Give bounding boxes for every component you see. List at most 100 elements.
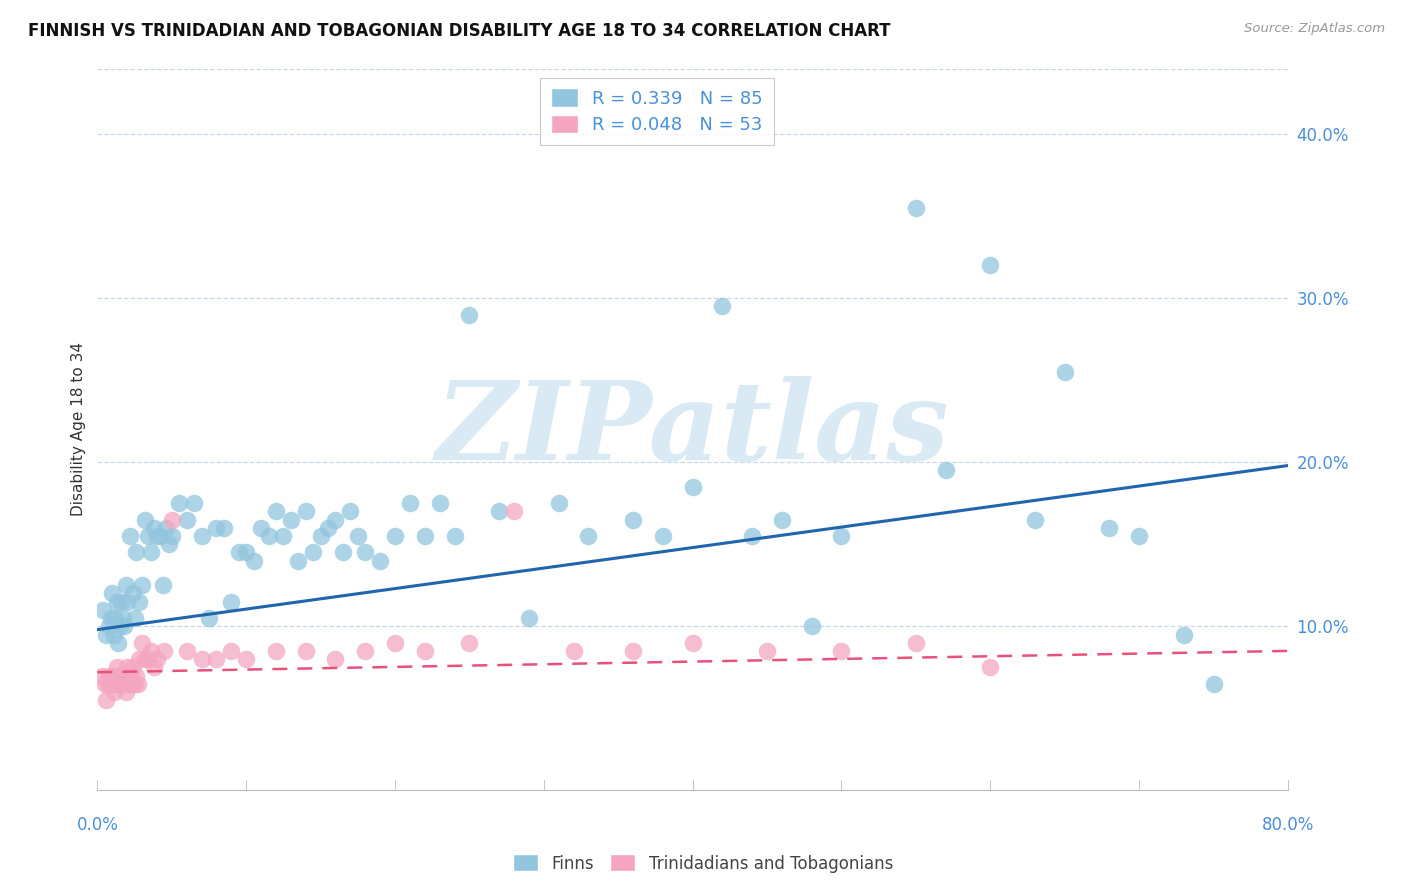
Point xyxy=(149,529,172,543)
Point xyxy=(136,652,159,666)
Point xyxy=(176,644,198,658)
Point xyxy=(107,668,129,682)
Point xyxy=(517,611,540,625)
Point xyxy=(979,259,1001,273)
Point xyxy=(212,521,235,535)
Point xyxy=(117,677,139,691)
Point xyxy=(110,595,132,609)
Point xyxy=(770,513,793,527)
Point xyxy=(125,545,148,559)
Point xyxy=(157,537,180,551)
Text: 80.0%: 80.0% xyxy=(1261,815,1315,834)
Point xyxy=(91,603,114,617)
Point xyxy=(100,677,122,691)
Point xyxy=(316,521,339,535)
Point xyxy=(190,529,212,543)
Point xyxy=(139,545,162,559)
Point xyxy=(111,611,134,625)
Point xyxy=(1098,521,1121,535)
Point xyxy=(111,668,134,682)
Point xyxy=(228,545,250,559)
Point xyxy=(325,652,347,666)
Point xyxy=(101,668,124,682)
Point xyxy=(105,660,128,674)
Point xyxy=(257,529,280,543)
Point xyxy=(221,595,243,609)
Point xyxy=(125,668,148,682)
Point xyxy=(136,529,159,543)
Point xyxy=(104,611,127,625)
Point xyxy=(1053,365,1076,379)
Point xyxy=(1024,513,1046,527)
Text: 0.0%: 0.0% xyxy=(76,815,118,834)
Point xyxy=(294,644,316,658)
Point xyxy=(242,554,264,568)
Point xyxy=(904,636,927,650)
Point xyxy=(115,595,138,609)
Point xyxy=(160,529,183,543)
Point xyxy=(155,521,177,535)
Point xyxy=(682,636,704,650)
Point xyxy=(108,619,131,633)
Point xyxy=(741,529,763,543)
Point xyxy=(190,652,212,666)
Point xyxy=(302,545,325,559)
Point xyxy=(152,578,174,592)
Point xyxy=(578,529,600,543)
Text: FINNISH VS TRINIDADIAN AND TOBAGONIAN DISABILITY AGE 18 TO 34 CORRELATION CHART: FINNISH VS TRINIDADIAN AND TOBAGONIAN DI… xyxy=(28,22,890,40)
Point xyxy=(160,513,183,527)
Point xyxy=(458,636,481,650)
Point xyxy=(904,201,927,215)
Point xyxy=(134,652,156,666)
Point xyxy=(90,668,112,682)
Point xyxy=(221,644,243,658)
Point xyxy=(1202,677,1225,691)
Point xyxy=(110,677,132,691)
Point xyxy=(104,677,127,691)
Point xyxy=(114,685,136,699)
Point xyxy=(325,513,347,527)
Point xyxy=(935,463,957,477)
Point xyxy=(1128,529,1150,543)
Legend: Finns, Trinidadians and Tobagonians: Finns, Trinidadians and Tobagonians xyxy=(506,847,900,880)
Point xyxy=(122,586,145,600)
Point xyxy=(235,652,257,666)
Point xyxy=(413,644,436,658)
Point xyxy=(354,545,377,559)
Point xyxy=(979,660,1001,674)
Point xyxy=(711,299,734,313)
Point xyxy=(831,644,853,658)
Point xyxy=(146,529,169,543)
Point xyxy=(384,529,406,543)
Point xyxy=(429,496,451,510)
Point xyxy=(108,677,131,691)
Point xyxy=(651,529,673,543)
Text: Source: ZipAtlas.com: Source: ZipAtlas.com xyxy=(1244,22,1385,36)
Point xyxy=(264,504,287,518)
Point xyxy=(368,554,391,568)
Point xyxy=(458,308,481,322)
Point xyxy=(621,644,644,658)
Point xyxy=(354,644,377,658)
Point xyxy=(122,660,145,674)
Point xyxy=(264,644,287,658)
Point xyxy=(124,611,146,625)
Point xyxy=(309,529,332,543)
Point xyxy=(756,644,779,658)
Y-axis label: Disability Age 18 to 34: Disability Age 18 to 34 xyxy=(72,343,86,516)
Point xyxy=(96,627,118,641)
Point xyxy=(121,677,143,691)
Point xyxy=(800,619,823,633)
Point xyxy=(399,496,422,510)
Point xyxy=(562,644,585,658)
Point xyxy=(488,504,510,518)
Point xyxy=(128,652,150,666)
Point xyxy=(198,611,221,625)
Point xyxy=(112,677,135,691)
Point xyxy=(346,529,368,543)
Point xyxy=(176,513,198,527)
Point xyxy=(94,677,117,691)
Point xyxy=(287,554,309,568)
Point xyxy=(621,513,644,527)
Point xyxy=(1173,627,1195,641)
